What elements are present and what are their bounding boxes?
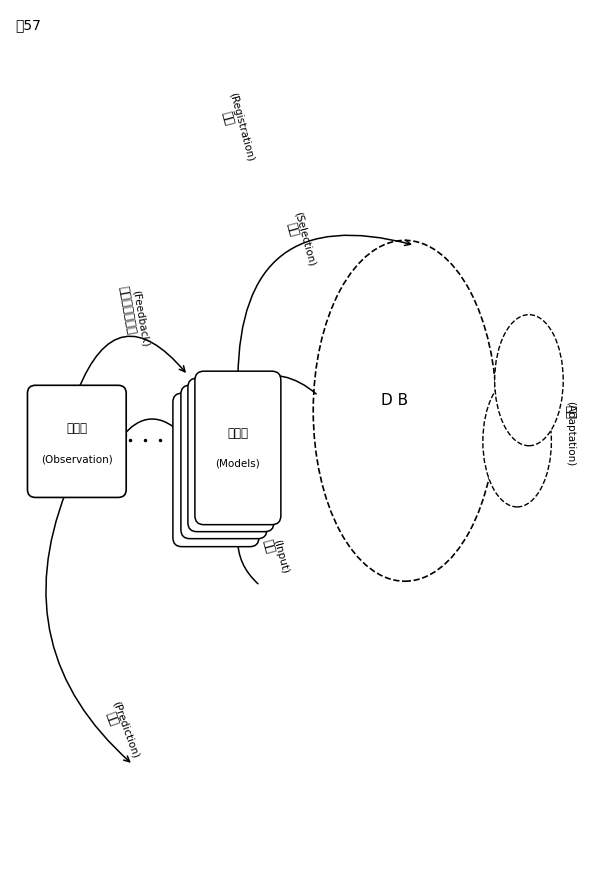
FancyBboxPatch shape (188, 378, 274, 531)
Text: 登録: 登録 (219, 109, 236, 127)
Text: 適応: 適応 (564, 405, 577, 419)
Text: モデル: モデル (228, 427, 248, 440)
FancyArrowPatch shape (46, 492, 129, 762)
Text: フィードバック: フィードバック (116, 285, 138, 336)
FancyBboxPatch shape (173, 393, 259, 546)
Ellipse shape (313, 240, 496, 581)
FancyBboxPatch shape (181, 385, 267, 538)
Ellipse shape (483, 376, 551, 507)
FancyBboxPatch shape (195, 371, 281, 524)
FancyBboxPatch shape (27, 385, 126, 497)
Text: (Feedback): (Feedback) (130, 290, 150, 348)
Text: (Observation): (Observation) (41, 454, 113, 464)
Text: D B: D B (381, 393, 408, 408)
FancyArrowPatch shape (121, 419, 184, 438)
FancyArrowPatch shape (238, 235, 411, 378)
Text: (Adaptation): (Adaptation) (566, 401, 575, 466)
Text: (Selection): (Selection) (293, 211, 317, 268)
Text: 入力: 入力 (261, 538, 277, 555)
FancyArrowPatch shape (235, 538, 258, 584)
Text: (Input): (Input) (271, 538, 290, 575)
FancyArrowPatch shape (247, 374, 316, 394)
Text: (Prediction): (Prediction) (111, 700, 140, 760)
Ellipse shape (495, 315, 563, 446)
Text: (Models): (Models) (216, 459, 260, 469)
Text: 予測: 予測 (104, 710, 121, 727)
Text: 選択: 選択 (284, 220, 301, 238)
Text: (Registration): (Registration) (227, 91, 255, 163)
Text: 図57: 図57 (15, 18, 41, 32)
Text: 観測値: 観測値 (66, 422, 87, 435)
FancyArrowPatch shape (78, 336, 185, 391)
